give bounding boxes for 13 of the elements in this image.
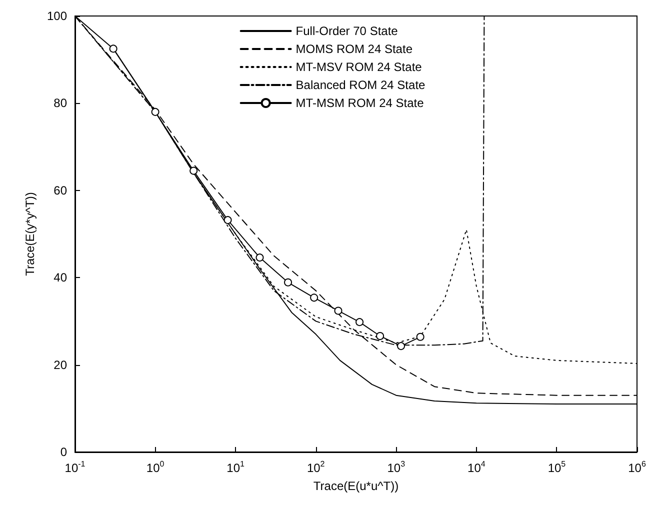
y-axis-title: Trace(E(y*y^T)): [23, 192, 38, 276]
legend-label: Full-Order 70 State: [296, 24, 398, 38]
legend-label: MT-MSM ROM 24 State: [296, 96, 424, 110]
y-tick-label: 40: [54, 270, 68, 285]
y-tick-label: 20: [54, 358, 68, 372]
legend-label: MT-MSV ROM 24 State: [296, 60, 422, 74]
x-axis-title: Trace(E(u*u^T)): [313, 479, 399, 493]
y-tick-label: 80: [54, 96, 68, 110]
legend-label: Balanced ROM 24 State: [296, 78, 426, 92]
legend-label: MOMS ROM 24 State: [296, 42, 413, 56]
y-tick-label: 100: [46, 9, 68, 23]
y-tick-label: 0: [60, 445, 68, 459]
y-tick-label: 60: [54, 183, 68, 198]
